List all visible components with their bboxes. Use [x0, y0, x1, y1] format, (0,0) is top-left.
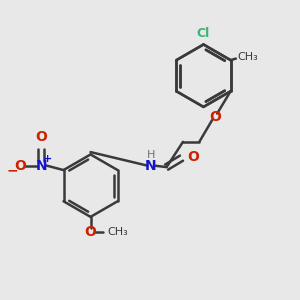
Text: O: O	[14, 159, 26, 172]
Text: O: O	[210, 110, 222, 124]
Text: O: O	[35, 130, 47, 144]
Text: CH₃: CH₃	[237, 52, 258, 62]
Text: O: O	[85, 225, 97, 239]
Text: H: H	[147, 150, 155, 160]
Text: N: N	[35, 159, 47, 172]
Text: CH₃: CH₃	[107, 227, 128, 237]
Text: O: O	[187, 150, 199, 164]
Text: −: −	[6, 163, 18, 177]
Text: N: N	[145, 159, 157, 172]
Text: Cl: Cl	[197, 27, 210, 40]
Text: +: +	[43, 154, 52, 164]
